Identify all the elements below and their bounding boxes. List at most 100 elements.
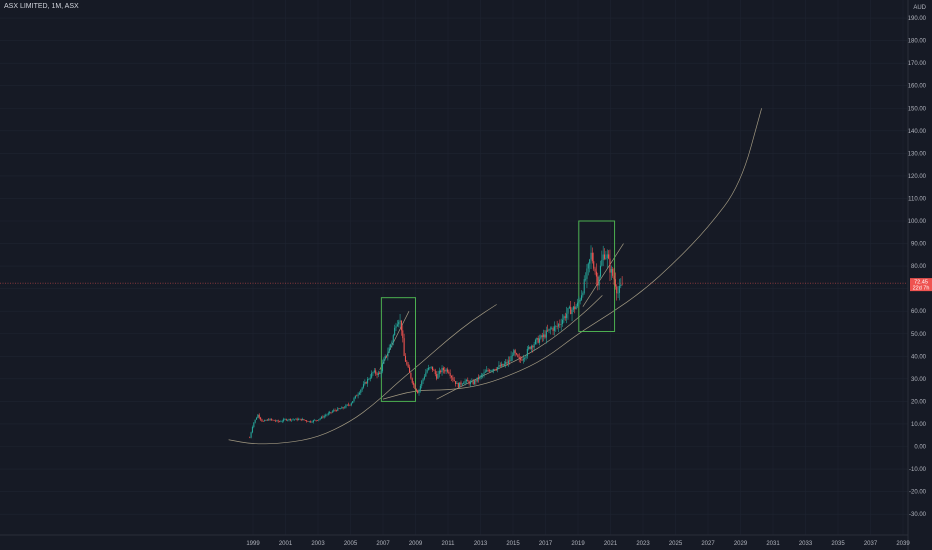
candle-body <box>449 373 451 377</box>
candle-body <box>383 359 385 364</box>
candle-body <box>432 366 434 371</box>
candle-body <box>602 254 604 260</box>
candle-body <box>253 422 255 427</box>
x-tick-label: 2021 <box>604 541 618 547</box>
candle-body <box>586 268 588 279</box>
candle-body <box>380 371 382 374</box>
candle-body <box>306 420 308 422</box>
candle-body <box>295 418 297 420</box>
candle-body <box>291 419 293 421</box>
candle-body <box>373 370 375 373</box>
candle-body <box>594 268 596 272</box>
candle-body <box>448 371 450 374</box>
y-tick-label: 10.00 <box>911 422 927 428</box>
candle-body <box>585 278 587 280</box>
candle-body <box>281 420 283 422</box>
candle-body <box>616 286 618 294</box>
candle-body <box>490 370 492 372</box>
candle-body <box>476 377 478 382</box>
candle-body <box>544 334 546 338</box>
candle-body <box>487 370 489 371</box>
candle-body <box>467 379 469 382</box>
candle-body <box>348 404 350 406</box>
candle-body <box>468 381 470 384</box>
candle-body <box>438 370 440 374</box>
x-tick-label: 1999 <box>246 541 260 547</box>
candle-body <box>459 382 461 388</box>
candle-body <box>308 421 310 422</box>
y-tick-label: 30.00 <box>911 377 927 383</box>
time-axis[interactable]: 1999 2001 2003 2005 2007 2009 2011 2013 2015 2017… <box>0 534 910 547</box>
candle-body <box>499 365 501 367</box>
trend-curves <box>228 108 762 445</box>
candle-body <box>262 421 264 422</box>
candle-body <box>425 372 427 377</box>
candle-body <box>568 306 570 309</box>
candle-body <box>574 306 576 310</box>
y-tick-label: 40.00 <box>911 354 927 360</box>
candle-body <box>520 358 522 360</box>
candle-body <box>403 338 405 356</box>
candle-body <box>589 259 591 264</box>
candle-body <box>265 420 267 421</box>
candle-body <box>384 355 386 360</box>
candle-body <box>419 385 421 390</box>
candle-body <box>603 254 606 259</box>
candle-body <box>293 419 295 421</box>
candle-body <box>276 420 278 422</box>
candle-body <box>360 389 362 393</box>
chart-title: ASX LIMITED, 1M, ASX <box>4 3 79 10</box>
candle-body <box>484 371 486 373</box>
candle-body <box>571 309 573 315</box>
candle-body <box>515 353 518 355</box>
candle-body <box>320 416 323 419</box>
candle-body <box>613 275 615 280</box>
candle-body <box>557 324 560 327</box>
candle-body <box>372 372 374 374</box>
candle-body <box>612 269 614 276</box>
candle-body <box>261 419 263 422</box>
candle-body <box>521 359 523 361</box>
candle-body <box>250 432 252 438</box>
candle-body <box>578 301 580 303</box>
candle-body <box>532 346 534 348</box>
candle-body <box>553 326 555 331</box>
y-tick-label: -10.00 <box>909 467 927 473</box>
candle-body <box>618 286 620 293</box>
candle-body <box>334 410 336 411</box>
candle-body <box>551 328 553 329</box>
candle-body <box>270 418 272 420</box>
candle-body <box>541 335 543 338</box>
candle-body <box>601 259 603 266</box>
candle-body <box>395 326 397 328</box>
candle-body <box>350 403 352 406</box>
candle-body <box>341 407 343 409</box>
candle-body <box>580 295 583 300</box>
candlestick-series <box>249 245 623 439</box>
candle-body <box>582 293 584 296</box>
candle-body <box>534 339 537 345</box>
candle-body <box>269 418 271 421</box>
candle-body <box>597 276 599 286</box>
candle-body <box>353 398 355 402</box>
candle-body <box>288 419 290 420</box>
candle-body <box>536 337 538 340</box>
y-tick-label: 190.00 <box>908 16 927 22</box>
candle-body <box>274 420 277 422</box>
candle-body <box>414 384 416 389</box>
candle-body <box>556 325 558 327</box>
candle-body <box>453 379 455 382</box>
x-tick-label: 2031 <box>766 541 780 547</box>
candle-body <box>330 411 332 413</box>
candle-body <box>469 381 472 384</box>
candle-body <box>605 257 607 259</box>
price-axis[interactable]: 190.00 180.00 170.00 160.00 150.00 140.00 130.… <box>907 0 927 550</box>
y-tick-label: 110.00 <box>908 196 927 202</box>
candle-body <box>300 418 302 421</box>
candle-body <box>509 360 511 362</box>
candle-body <box>598 276 600 286</box>
candle-body <box>326 414 328 416</box>
candle-body <box>333 410 335 412</box>
